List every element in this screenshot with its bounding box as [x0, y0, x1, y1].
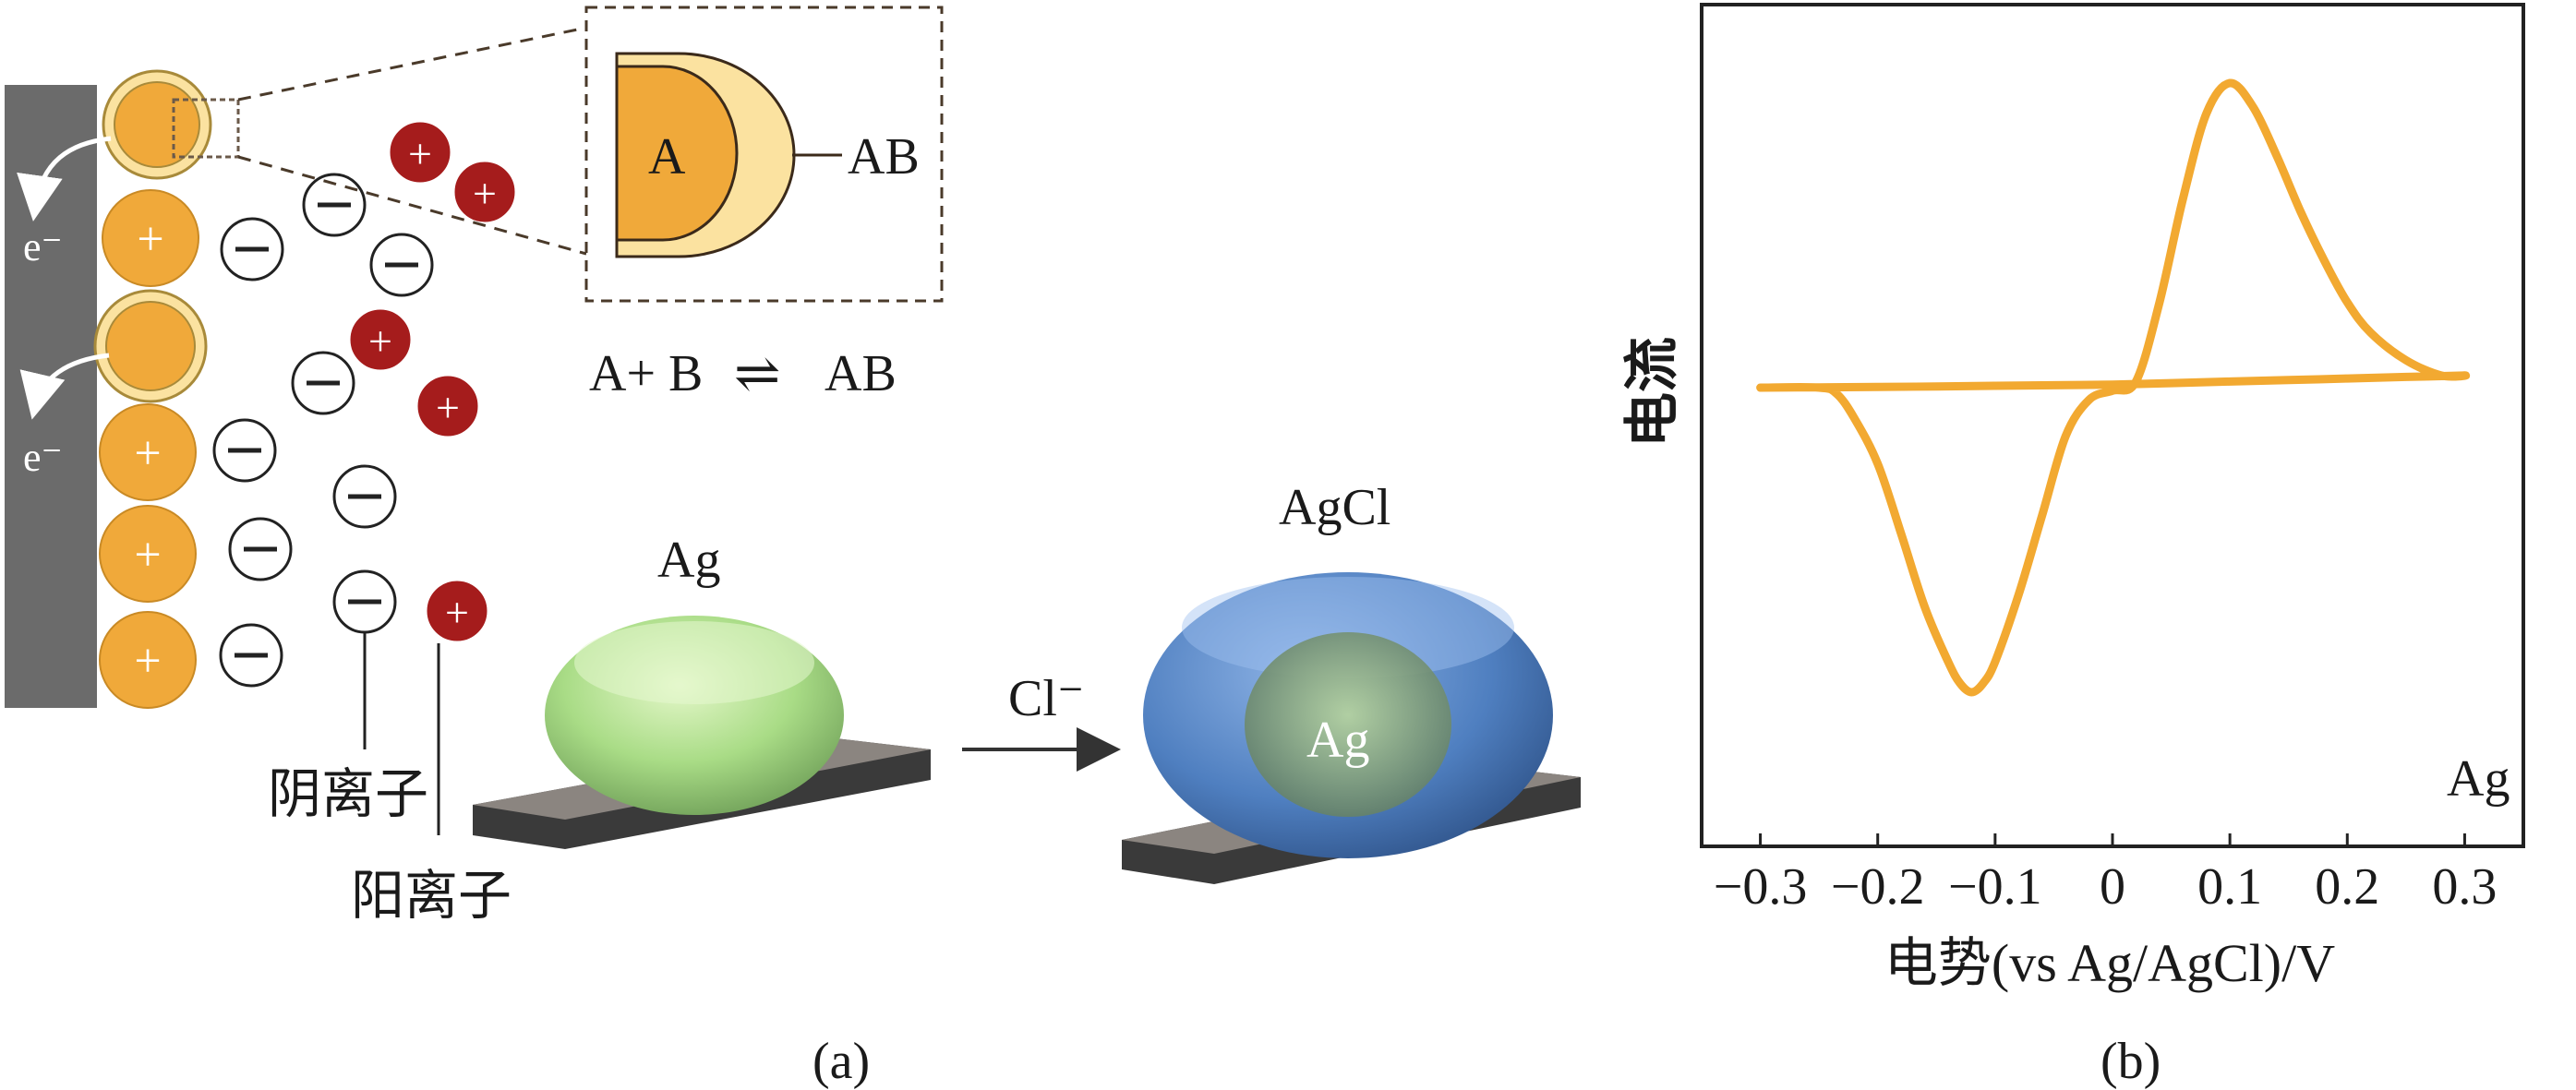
- anion: [332, 464, 397, 529]
- positive-particle: +: [99, 611, 197, 709]
- positive-particle: +: [102, 189, 199, 287]
- equation-left: A+ B: [589, 345, 703, 402]
- zoom-line: [237, 26, 587, 102]
- cation: +: [424, 578, 490, 644]
- plot-frame: [1700, 3, 2525, 848]
- particle-column: + + + +: [93, 69, 240, 709]
- core-label: A: [648, 128, 686, 186]
- positive-particle: +: [99, 403, 197, 501]
- inset-core: [615, 65, 739, 242]
- svg-text:+: +: [473, 170, 497, 217]
- cation: +: [415, 373, 481, 439]
- x-tick-label: −0.1: [1948, 858, 2042, 916]
- shell-label: AB: [848, 128, 920, 186]
- anion-ions: [212, 173, 434, 688]
- inset: A AB: [584, 6, 944, 303]
- equation-arrow: ⇌: [734, 343, 780, 404]
- chloride-particle-scene: AgCl Ag: [1122, 479, 1581, 884]
- svg-text:+: +: [368, 317, 392, 365]
- silver-particle-scene: Ag: [473, 532, 931, 849]
- positive-particle: +: [99, 505, 197, 603]
- electron-arrow: [19, 353, 110, 420]
- anion: [332, 569, 397, 634]
- anion: [220, 217, 284, 281]
- silver-label: Ag: [657, 532, 720, 589]
- x-axis-ticks: [1759, 833, 2466, 846]
- reagent-label: Cl⁻: [1008, 670, 1084, 727]
- x-axis-tick-labels: −0.3 −0.2 −0.1 0 0.1 0.2 0.3: [1714, 858, 2498, 916]
- equation-right: AB: [825, 345, 897, 402]
- cation-label: 阳离子: [351, 866, 512, 926]
- cation: +: [387, 119, 453, 186]
- svg-text:+: +: [134, 427, 161, 480]
- shelled-particle: [102, 69, 240, 180]
- anion: [291, 351, 355, 415]
- silver-core: [1245, 632, 1451, 817]
- anion: [369, 233, 434, 297]
- svg-text:+: +: [445, 589, 469, 636]
- x-tick-label: −0.3: [1714, 858, 1808, 916]
- svg-text:+: +: [436, 384, 460, 431]
- svg-text:+: +: [408, 130, 432, 177]
- svg-text:+: +: [134, 635, 161, 688]
- chloride-label: AgCl: [1279, 479, 1390, 536]
- cation: +: [347, 306, 414, 373]
- x-tick-label: 0.2: [2315, 858, 2379, 916]
- anion: [302, 173, 367, 237]
- x-axis-label: 电势(vs Ag/AgCl)/V: [1884, 933, 2335, 993]
- cation-ions: + + + + +: [347, 119, 518, 644]
- panel-b-caption: (b): [2101, 1033, 2161, 1090]
- x-tick-label: 0.3: [2432, 858, 2497, 916]
- electrode: [5, 85, 97, 708]
- shelled-particle: [93, 289, 208, 403]
- cv-curve: [1756, 78, 2471, 697]
- electron-arrow: [17, 136, 112, 222]
- anion: [228, 517, 293, 581]
- zoom-line: [237, 155, 587, 256]
- anion: [212, 418, 277, 483]
- electron-label: e⁻: [23, 224, 63, 270]
- panel-a-caption: (a): [813, 1033, 870, 1090]
- y-axis-label: 电流: [1622, 337, 1683, 448]
- panel-a: + + + + e⁻ e⁻: [5, 6, 1581, 1090]
- svg-text:+: +: [137, 213, 163, 266]
- x-tick-label: −0.2: [1831, 858, 1925, 916]
- electron-label: e⁻: [23, 435, 63, 480]
- svg-text:+: +: [134, 529, 161, 581]
- anion-label: 阴离子: [268, 764, 428, 824]
- anion: [219, 623, 283, 688]
- x-tick-label: 0.1: [2197, 858, 2262, 916]
- core-silver-label: Ag: [1306, 712, 1369, 769]
- panel-b: −0.3 −0.2 −0.1 0 0.1 0.2 0.3 电流 电势(vs Ag/AgCl)…: [1622, 3, 2525, 1090]
- cation: +: [451, 159, 518, 225]
- x-tick-label: 0: [2100, 858, 2125, 916]
- equation: A+ B ⇌ AB: [589, 343, 897, 404]
- plot-annotation: Ag: [2447, 750, 2510, 808]
